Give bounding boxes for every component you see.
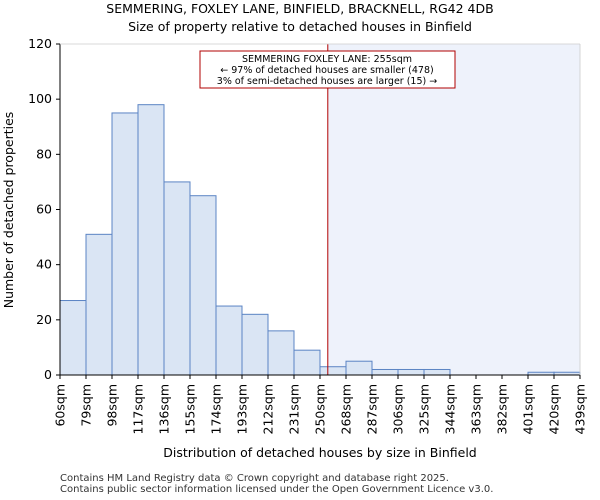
bar-231sqm bbox=[293, 349, 321, 376]
y-tick-label: 0 bbox=[44, 367, 52, 382]
x-tick-label: 174sqm bbox=[209, 384, 224, 434]
x-tick-label: 60sqm bbox=[53, 384, 68, 427]
y-axis-label: Number of detached properties bbox=[1, 112, 16, 309]
y-tick-label: 60 bbox=[36, 202, 52, 217]
bar-174sqm bbox=[215, 305, 243, 376]
x-tick-label: 250sqm bbox=[313, 384, 328, 434]
x-tick-label: 193sqm bbox=[235, 384, 250, 434]
x-tick-label: 306sqm bbox=[391, 384, 406, 434]
bar-268sqm bbox=[345, 360, 373, 376]
chart-subtitle: Size of property relative to detached ho… bbox=[128, 19, 472, 34]
x-tick-label: 79sqm bbox=[79, 384, 94, 427]
x-tick-label: 98sqm bbox=[105, 384, 120, 427]
y-tick-label: 120 bbox=[28, 36, 52, 51]
bar-155sqm bbox=[189, 195, 217, 376]
x-tick-label: 117sqm bbox=[131, 384, 146, 434]
footer-line-2: Contains public sector information licen… bbox=[60, 484, 494, 495]
x-tick-label: 268sqm bbox=[339, 384, 354, 434]
annotation-box: SEMMERING FOXLEY LANE: 255sqm ← 97% of d… bbox=[199, 50, 456, 89]
annotation-border bbox=[199, 50, 456, 89]
bar-98sqm bbox=[111, 112, 139, 376]
x-tick-label: 136sqm bbox=[157, 384, 172, 434]
annotation-line-2: ← 97% of detached houses are smaller (47… bbox=[220, 65, 433, 76]
y-ticks: 0 20 40 60 80 100 120 bbox=[28, 36, 60, 382]
bar-117sqm bbox=[137, 104, 165, 376]
bar-287sqm bbox=[371, 368, 399, 376]
x-axis-label: Distribution of detached houses by size … bbox=[163, 445, 477, 460]
x-tick-label: 212sqm bbox=[261, 384, 276, 434]
annotation-line-1: SEMMERING FOXLEY LANE: 255sqm bbox=[242, 54, 412, 65]
bars-layer bbox=[59, 104, 581, 376]
footer-line-1: Contains HM Land Registry data © Crown c… bbox=[60, 473, 449, 484]
y-tick-label: 80 bbox=[36, 146, 52, 161]
x-tick-label: 325sqm bbox=[417, 384, 432, 434]
annotation-line-3: 3% of semi-detached houses are larger (1… bbox=[217, 76, 437, 87]
y-tick-label: 40 bbox=[36, 257, 52, 272]
bar-79sqm bbox=[85, 233, 113, 376]
x-tick-label: 344sqm bbox=[443, 384, 458, 434]
bar-193sqm bbox=[241, 313, 269, 376]
bar-136sqm bbox=[163, 181, 191, 376]
x-tick-label: 439sqm bbox=[573, 384, 588, 434]
x-tick-label: 287sqm bbox=[365, 384, 380, 434]
x-tick-label: 155sqm bbox=[183, 384, 198, 434]
chart-title: SEMMERING, FOXLEY LANE, BINFIELD, BRACKN… bbox=[106, 1, 493, 16]
bar-60sqm bbox=[59, 300, 87, 376]
bar-212sqm bbox=[267, 330, 295, 376]
x-tick-label: 382sqm bbox=[495, 384, 510, 434]
bar-306sqm bbox=[397, 368, 425, 376]
y-tick-label: 100 bbox=[28, 91, 52, 106]
y-tick-label: 20 bbox=[36, 312, 52, 327]
x-tick-label: 401sqm bbox=[521, 384, 536, 434]
bar-325sqm bbox=[423, 368, 451, 376]
x-tick-label: 363sqm bbox=[469, 384, 484, 434]
x-ticks: 60sqm 79sqm 98sqm 117sqm 136sqm 155sqm 174sqm 1… bbox=[53, 375, 588, 434]
x-tick-label: 231sqm bbox=[287, 384, 302, 434]
bar-250sqm bbox=[319, 366, 347, 376]
x-tick-label: 420sqm bbox=[547, 384, 562, 434]
highlight-region bbox=[327, 44, 580, 375]
